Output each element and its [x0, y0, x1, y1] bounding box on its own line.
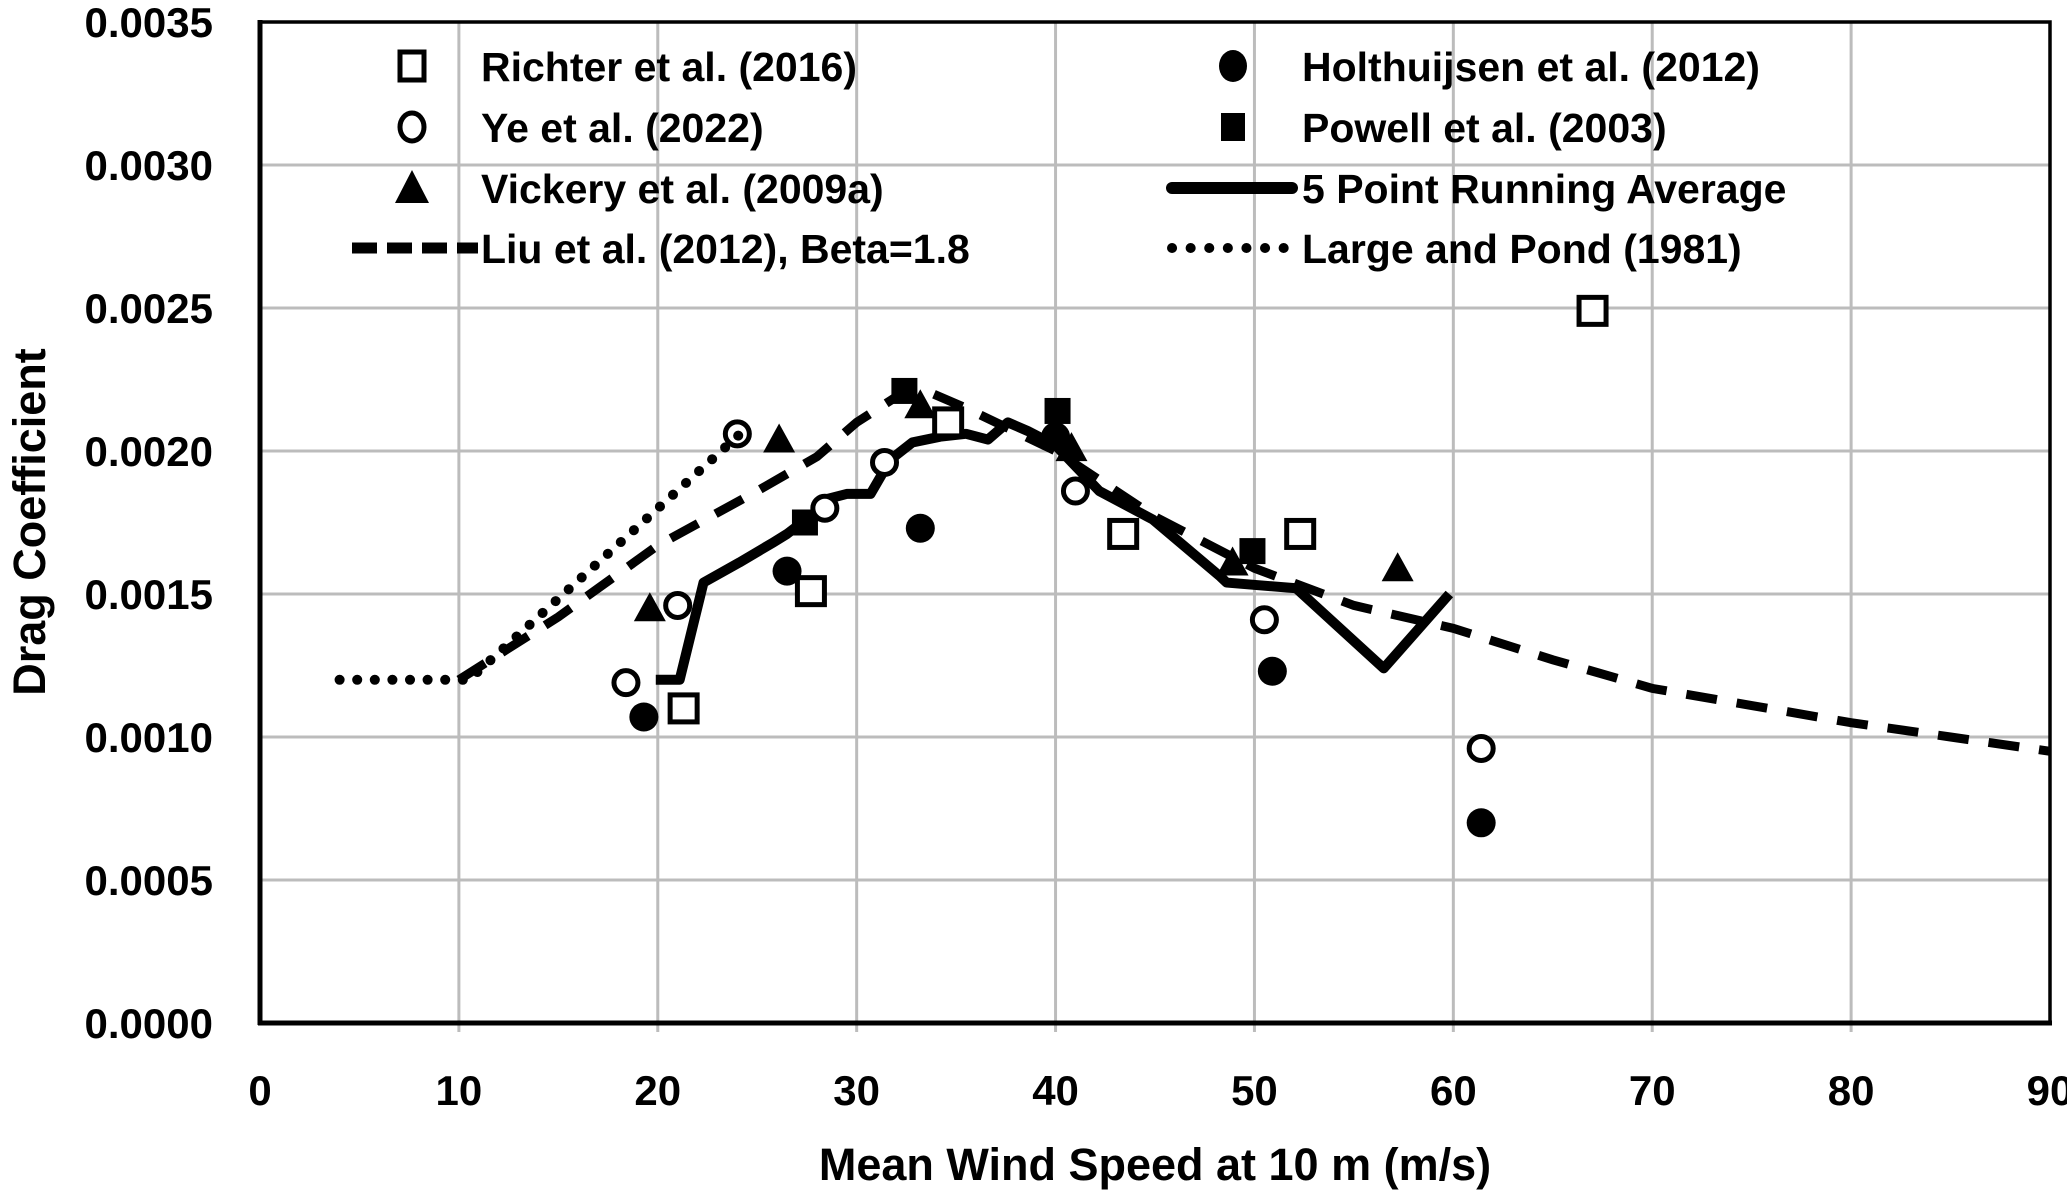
filled-circle-icon: [1219, 50, 1247, 82]
y-tick-label: 0.0035: [85, 0, 213, 46]
legend: Richter et al. (2016) Ye et al. (2022) Vic…: [352, 44, 1786, 272]
filled-triangle-icon: [395, 170, 429, 203]
legend-label: Vickery et al. (2009a): [481, 166, 884, 212]
filled-triangle-marker: [763, 423, 796, 453]
legend-label: Powell et al. (2003): [1302, 105, 1667, 151]
plot-frame: [257, 20, 2052, 1026]
legend-item-ye: Ye et al. (2022): [397, 105, 764, 151]
legend-label: Richter et al. (2016): [481, 44, 857, 90]
series-ye: [611, 419, 1496, 763]
filled-triangle-marker: [904, 389, 937, 419]
legend-item-powell: Powell et al. (2003): [1221, 105, 1667, 151]
x-tick-label: 40: [1032, 1067, 1079, 1114]
filled-square-marker: [1044, 397, 1071, 424]
open-square-marker: [667, 692, 700, 725]
x-tick-label: 0: [248, 1067, 271, 1114]
y-tick-label: 0.0030: [85, 142, 213, 189]
filled-triangle-marker: [1216, 546, 1249, 576]
open-circle-marker: [611, 668, 641, 698]
filled-triangle-marker: [1055, 432, 1088, 462]
data-series: [334, 294, 2051, 838]
x-tick-label: 10: [436, 1067, 483, 1114]
legend-item-holthuijsen: Holthuijsen et al. (2012): [1219, 44, 1760, 90]
open-circle-marker: [663, 590, 693, 620]
y-tick-label: 0.0005: [85, 857, 213, 904]
series-vickery: [633, 389, 1414, 622]
gridlines: [260, 22, 2050, 1032]
open-circle-marker: [1466, 733, 1496, 763]
open-circle-marker: [810, 493, 840, 523]
open-circle-marker: [1249, 605, 1279, 635]
legend-label: Liu et al. (2012), Beta=1.8: [481, 226, 970, 272]
x-tick-label: 80: [1828, 1067, 1875, 1114]
dotted-line: [334, 425, 749, 685]
y-tick-label: 0.0025: [85, 285, 213, 332]
series-running_avg: [655, 417, 1454, 685]
filled-square-marker: [1239, 538, 1266, 565]
legend-item-liu: Liu et al. (2012), Beta=1.8: [352, 226, 970, 272]
series-liu: [456, 386, 2051, 756]
y-tick-label: 0.0010: [85, 714, 213, 761]
y-tick-label: 0.0015: [85, 571, 213, 618]
open-circle-marker: [1060, 476, 1090, 506]
open-circle-marker: [870, 447, 900, 477]
open-square-marker: [1284, 517, 1317, 550]
filled-circle-marker: [1257, 656, 1287, 686]
legend-label: Holthuijsen et al. (2012): [1302, 44, 1760, 90]
filled-circle-marker: [905, 513, 935, 543]
series-powell: [791, 377, 1266, 565]
filled-triangle-marker: [633, 592, 666, 622]
x-axis-title: Mean Wind Speed at 10 m (m/s): [819, 1139, 1491, 1190]
y-axis-title: Drag Coefficient: [4, 348, 55, 696]
filled-square-icon: [1221, 113, 1245, 141]
open-circle-icon: [397, 110, 427, 144]
series-large_pond: [334, 425, 749, 685]
y-tick-label: 0.0020: [85, 428, 213, 475]
series-richter: [667, 294, 1609, 725]
x-tick-label: 70: [1629, 1067, 1676, 1114]
x-tick-label: 30: [833, 1067, 880, 1114]
legend-item-large_pond: Large and Pond (1981): [1167, 226, 1742, 272]
x-tick-label: 90: [2027, 1067, 2067, 1114]
y-tick-label: 0.0000: [85, 1000, 213, 1047]
filled-circle-marker: [1041, 422, 1071, 452]
filled-circle-marker: [1466, 808, 1496, 838]
dashed-line: [456, 386, 2051, 756]
filled-circle-marker: [629, 702, 659, 732]
open-square-marker: [1107, 517, 1140, 550]
legend-label: Large and Pond (1981): [1302, 226, 1742, 272]
solid-line: [655, 417, 1454, 685]
x-tick-label: 50: [1231, 1067, 1278, 1114]
x-tick-label: 60: [1430, 1067, 1477, 1114]
open-square-marker: [794, 575, 827, 608]
x-tick-label: 20: [634, 1067, 681, 1114]
open-square-icon: [397, 49, 427, 83]
axis-tick-labels: 0.0000 0.0005 0.0010 0.0015 0.0020 0.0025 0.00…: [85, 0, 2067, 1114]
series-holthuijsen: [629, 422, 1496, 838]
legend-label: 5 Point Running Average: [1302, 166, 1786, 212]
filled-square-marker: [891, 377, 918, 404]
filled-triangle-marker: [1381, 552, 1414, 582]
legend-item-richter: Richter et al. (2016): [397, 44, 857, 90]
open-square-marker: [932, 406, 965, 439]
legend-item-vickery: Vickery et al. (2009a): [395, 166, 884, 212]
filled-circle-marker: [772, 556, 802, 586]
legend-item-running_avg: 5 Point Running Average: [1166, 166, 1786, 212]
legend-label: Ye et al. (2022): [481, 105, 764, 151]
open-square-marker: [1576, 294, 1609, 327]
